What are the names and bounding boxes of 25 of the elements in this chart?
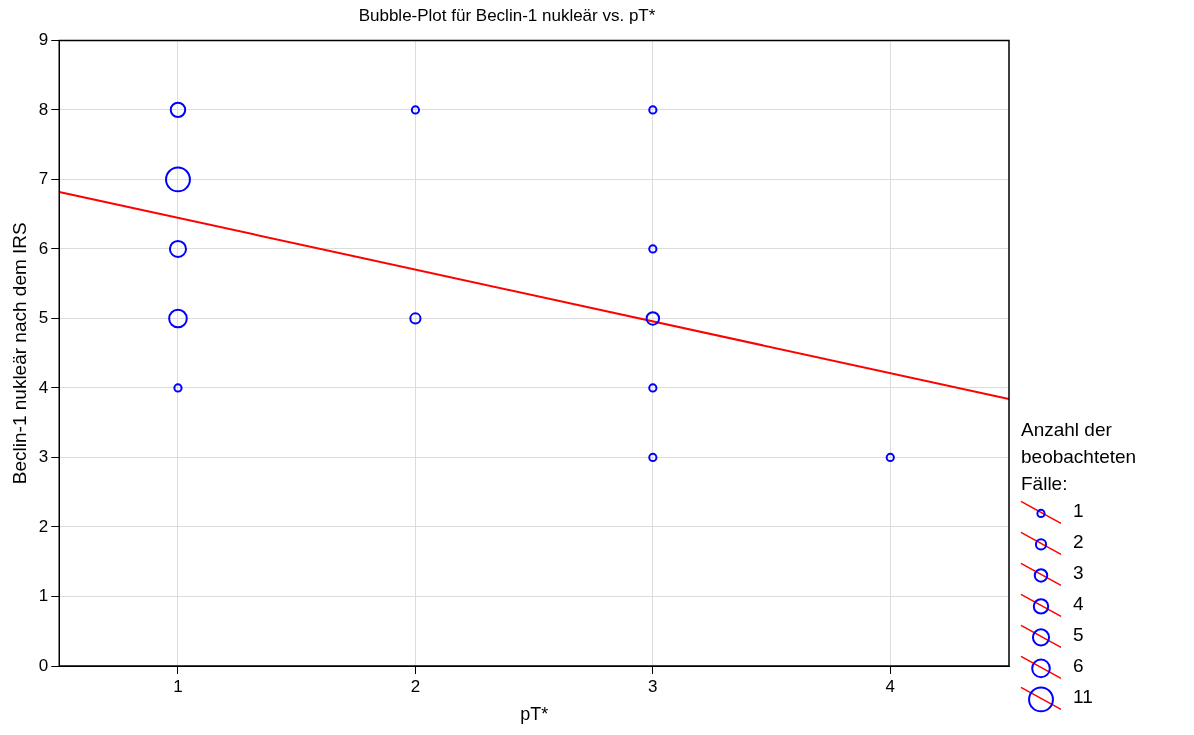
x-tick-label: 4 [885,676,896,696]
y-tick-label: 4 [38,377,49,397]
chart-title: Bubble-Plot für Beclin-1 nukleär vs. pT* [358,5,656,25]
y-tick-label: 2 [38,516,49,536]
legend-label: 2 [1073,530,1084,552]
y-tick-label: 5 [38,308,49,328]
y-tick-label: 9 [38,30,49,50]
legend-label: 1 [1073,499,1084,521]
y-tick-label: 8 [38,99,49,119]
legend-label: 6 [1073,654,1084,676]
x-tick-label: 1 [173,676,183,696]
x-tick-label: 3 [648,676,658,696]
y-tick-label: 7 [38,169,49,189]
x-tick-label: 2 [410,676,421,696]
y-axis-title: Beclin-1 nukleär nach dem IRS [8,222,30,485]
legend-label: 11 [1073,685,1093,707]
legend-label: 3 [1073,561,1084,583]
legend-label: 4 [1073,592,1084,614]
legend-title: Anzahl der beobachteten Fälle: [1021,418,1137,494]
y-tick-label: 6 [38,238,49,258]
y-tick-label: 1 [38,586,49,606]
legend-label: 5 [1073,623,1084,645]
y-tick-label: 0 [38,655,49,675]
x-axis-title: pT* [520,704,549,725]
y-tick-label: 3 [38,447,49,467]
